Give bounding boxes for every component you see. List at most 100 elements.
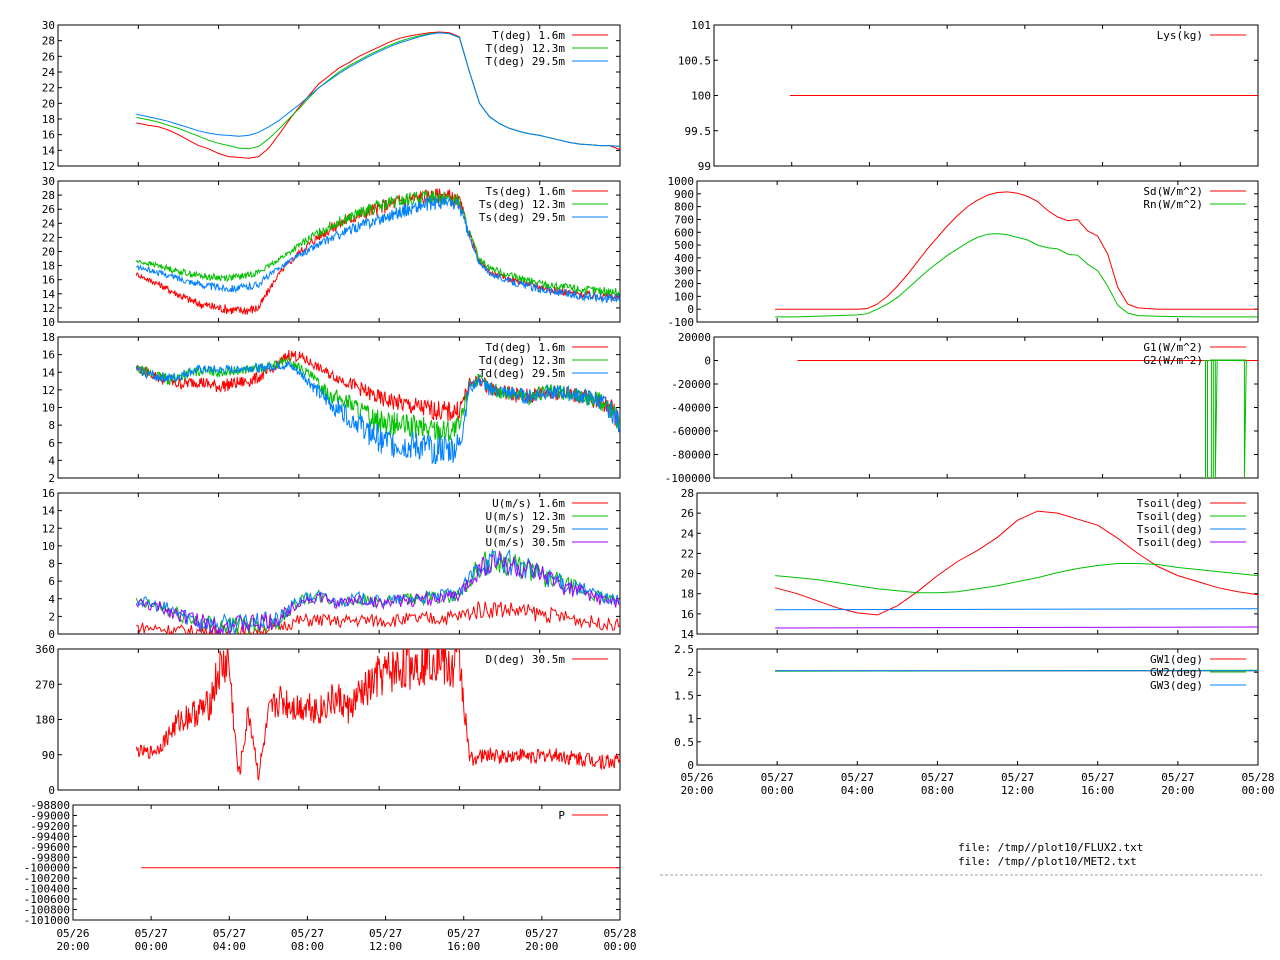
y-tick-label: -100400	[24, 883, 70, 896]
x-tick-date: 05/27	[135, 927, 168, 940]
y-tick-label: 10	[42, 316, 55, 329]
legend-label: G1(W/m^2)	[1143, 341, 1203, 354]
y-tick-label: 0.5	[674, 736, 694, 749]
y-tick-label: -40000	[671, 402, 711, 415]
legend-label: Td(deg) 29.5m	[479, 367, 565, 380]
y-tick-label: -100200	[24, 872, 70, 885]
series-line-1	[775, 233, 1258, 318]
y-tick-label: 2	[687, 666, 694, 679]
x-tick-time: 00:00	[761, 784, 794, 797]
legend-label: D(deg) 30.5m	[486, 653, 566, 666]
series-line-1	[135, 189, 620, 297]
y-tick-label: 18	[42, 331, 55, 344]
series-line-1	[135, 548, 620, 634]
y-tick-label: -80000	[671, 449, 711, 462]
y-tick-label: 22	[681, 547, 694, 560]
y-tick-label: 20000	[678, 331, 711, 344]
x-tick-time: 16:00	[1081, 784, 1114, 797]
y-tick-label: 24	[681, 527, 695, 540]
legend-label: GW1(deg)	[1150, 653, 1203, 666]
y-tick-label: 14	[42, 366, 56, 379]
legend-label: Tsoil(deg)	[1137, 523, 1203, 536]
y-tick-label: 10	[42, 540, 55, 553]
y-tick-label: 28	[42, 35, 55, 48]
legend-label: Tsoil(deg)	[1137, 497, 1203, 510]
y-tick-label: 16	[681, 608, 694, 621]
series-line-1	[775, 563, 1258, 594]
series-line-3	[775, 626, 1258, 629]
series-line-0	[136, 601, 620, 634]
y-tick-label: 900	[674, 188, 694, 201]
y-tick-label: 180	[35, 714, 55, 727]
x-tick-time: 20:00	[56, 940, 89, 953]
y-tick-label: 24	[42, 217, 56, 230]
x-tick-date: 05/27	[1001, 771, 1034, 784]
y-tick-label: 100	[691, 90, 711, 103]
x-tick-date: 05/27	[525, 927, 558, 940]
legend-label: Sd(W/m^2)	[1143, 185, 1203, 198]
plot-area	[135, 649, 620, 781]
y-tick-label: 10	[42, 402, 55, 415]
x-tick-date: 05/28	[603, 927, 636, 940]
series-line-0	[775, 191, 1258, 310]
y-tick-label: 24	[42, 66, 56, 79]
y-tick-label: 16	[42, 487, 55, 500]
x-tick-time: 00:00	[1241, 784, 1274, 797]
x-tick-time: 20:00	[525, 940, 558, 953]
x-tick-time: 20:00	[1161, 784, 1194, 797]
plot-area	[775, 191, 1258, 318]
y-tick-label: 18	[681, 588, 694, 601]
panel-frame	[696, 492, 1259, 635]
y-tick-label: 16	[42, 349, 55, 362]
y-tick-label: 0	[704, 355, 711, 368]
x-tick-time: 04:00	[841, 784, 874, 797]
panel-tsoil: 1416182022242628Tsoil(deg)Tsoil(deg)Tsoi…	[681, 487, 1259, 641]
panel-frame	[57, 24, 621, 167]
panel-frame	[696, 180, 1259, 323]
y-tick-label: 26	[42, 50, 55, 63]
y-tick-label: -99600	[30, 841, 70, 854]
y-tick-label: 1.5	[674, 689, 694, 702]
y-tick-label: 300	[674, 265, 694, 278]
legend-label: Lys(kg)	[1157, 29, 1203, 42]
y-tick-label: 30	[42, 19, 55, 32]
y-tick-label: 20	[42, 246, 55, 259]
y-tick-label: 14	[681, 628, 695, 641]
y-tick-label: 0	[48, 628, 55, 641]
x-tick-time: 00:00	[135, 940, 168, 953]
y-tick-label: 200	[674, 278, 694, 291]
y-tick-label: 700	[674, 213, 694, 226]
y-tick-label: -100800	[24, 904, 70, 917]
legend-label: T(deg) 12.3m	[486, 42, 566, 55]
legend-label: G2(W/m^2)	[1143, 354, 1203, 367]
y-tick-label: -60000	[671, 425, 711, 438]
plot-area	[135, 349, 620, 465]
file-line-2: file: /tmp//plot10/MET2.txt	[958, 855, 1137, 868]
y-tick-label: 270	[35, 678, 55, 691]
y-tick-label: -99800	[30, 851, 70, 864]
y-tick-label: 400	[674, 252, 694, 265]
legend-label: Tsoil(deg)	[1137, 510, 1203, 523]
panel-dir: 0 90 180 270 360 D(deg) 30.5m	[35, 643, 621, 797]
file-line-1: file: /tmp//plot10/FLUX2.txt	[958, 841, 1143, 854]
series-line-2	[136, 32, 620, 147]
y-tick-label: 14	[42, 144, 56, 157]
legend-label: GW2(deg)	[1150, 666, 1203, 679]
y-tick-label: 26	[42, 203, 55, 216]
legend-label: Td(deg) 12.3m	[479, 354, 565, 367]
legend-label: Ts(deg) 12.3m	[479, 198, 565, 211]
legend-label: Rn(W/m^2)	[1143, 198, 1203, 211]
panel-temp: 12 14 16 18 20 22 24 26 28 30 T(deg) 1.6mT(deg) 12…	[42, 19, 621, 173]
y-tick-label: 0	[48, 784, 55, 797]
x-tick-date: 05/27	[921, 771, 954, 784]
y-tick-label: -100000	[665, 472, 711, 485]
x-tick-date: 05/28	[1241, 771, 1274, 784]
y-tick-label: 20	[42, 97, 55, 110]
x-axis-labels-right: 05/2620:0005/2700:0005/2704:0005/2708:00…	[680, 771, 1274, 797]
y-tick-label: 6	[48, 437, 55, 450]
y-tick-label: 2	[48, 472, 55, 485]
